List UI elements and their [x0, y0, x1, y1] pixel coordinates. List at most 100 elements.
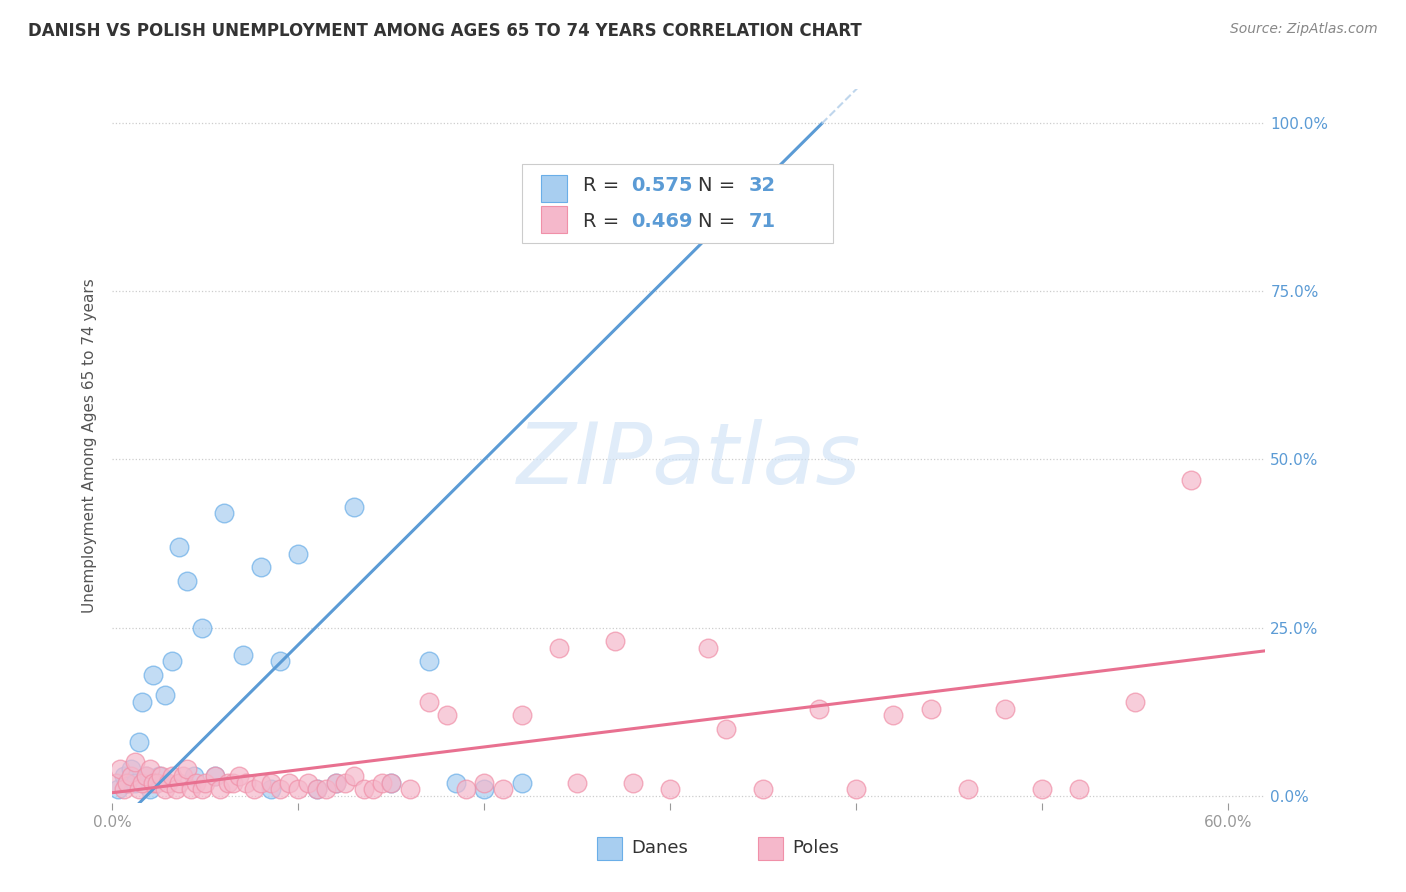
Point [510, 775, 533, 789]
Point [176, 574, 198, 588]
Point [343, 500, 366, 514]
Point [714, 722, 737, 736]
Point [128, 782, 150, 797]
Point [138, 782, 160, 797]
Point [845, 782, 868, 797]
Text: ZIPatlas: ZIPatlas [517, 418, 860, 502]
Point [305, 782, 328, 797]
Point [250, 775, 273, 789]
Point [131, 775, 153, 789]
Point [696, 640, 718, 655]
Point [142, 775, 165, 789]
Point [124, 756, 146, 770]
Point [418, 695, 440, 709]
Point [190, 782, 212, 797]
Text: 32: 32 [749, 177, 776, 195]
Point [547, 640, 569, 655]
Point [142, 668, 165, 682]
Point [148, 769, 170, 783]
Point [1031, 782, 1053, 797]
Point [259, 775, 281, 789]
Point [186, 775, 208, 789]
Point [212, 506, 235, 520]
Point [124, 775, 146, 789]
Point [157, 775, 180, 789]
Point [603, 634, 626, 648]
Point [371, 775, 394, 789]
Point [882, 708, 904, 723]
Point [169, 540, 191, 554]
Point [399, 782, 422, 797]
Point [446, 775, 468, 789]
Point [353, 782, 375, 797]
FancyBboxPatch shape [758, 837, 783, 860]
Point [204, 769, 226, 783]
Point [228, 769, 250, 783]
Point [315, 782, 337, 797]
Point [278, 775, 301, 789]
FancyBboxPatch shape [596, 837, 621, 860]
Point [305, 782, 328, 797]
Point [149, 769, 172, 783]
Point [259, 782, 281, 797]
Point [361, 782, 384, 797]
Point [492, 782, 515, 797]
Point [209, 782, 232, 797]
Point [920, 701, 942, 715]
Point [621, 775, 644, 789]
Point [333, 775, 356, 789]
Point [190, 621, 212, 635]
Text: DANISH VS POLISH UNEMPLOYMENT AMONG AGES 65 TO 74 YEARS CORRELATION CHART: DANISH VS POLISH UNEMPLOYMENT AMONG AGES… [28, 22, 862, 40]
Point [183, 769, 205, 783]
Point [112, 782, 135, 797]
Point [128, 735, 150, 749]
Point [217, 775, 239, 789]
Point [160, 655, 183, 669]
Point [112, 769, 135, 783]
Point [120, 769, 142, 783]
Point [659, 782, 682, 797]
Point [454, 782, 477, 797]
Point [1180, 473, 1202, 487]
Point [474, 782, 496, 797]
Point [135, 769, 157, 783]
Point [325, 775, 347, 789]
Point [994, 701, 1017, 715]
Point [232, 648, 254, 662]
Point [120, 762, 142, 776]
Point [510, 708, 533, 723]
Text: N =: N = [699, 177, 741, 195]
Point [135, 769, 157, 783]
Point [1069, 782, 1091, 797]
FancyBboxPatch shape [541, 206, 567, 234]
FancyBboxPatch shape [522, 164, 832, 243]
Point [325, 775, 347, 789]
Y-axis label: Unemployment Among Ages 65 to 74 years: Unemployment Among Ages 65 to 74 years [82, 278, 97, 614]
Point [752, 782, 775, 797]
Point [138, 762, 160, 776]
Text: R =: R = [583, 212, 626, 231]
Point [146, 775, 169, 789]
Point [165, 782, 187, 797]
Point [131, 695, 153, 709]
Point [204, 769, 226, 783]
Point [1123, 695, 1146, 709]
Point [105, 775, 128, 789]
FancyBboxPatch shape [541, 175, 567, 202]
Point [269, 655, 291, 669]
Text: R =: R = [583, 177, 626, 195]
Point [176, 762, 198, 776]
Point [343, 769, 366, 783]
Point [180, 782, 202, 797]
Text: N =: N = [699, 212, 741, 231]
Point [287, 782, 309, 797]
Point [108, 762, 131, 776]
Point [194, 775, 217, 789]
Point [380, 775, 402, 789]
Point [297, 775, 319, 789]
Point [567, 775, 589, 789]
Point [808, 701, 831, 715]
Point [117, 775, 139, 789]
Point [169, 775, 191, 789]
Point [956, 782, 979, 797]
